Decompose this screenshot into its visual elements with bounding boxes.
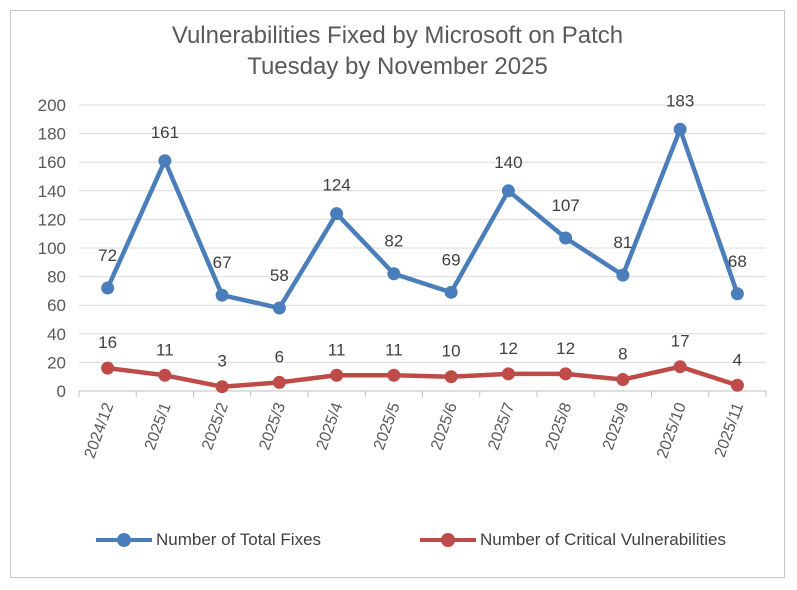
data-point (501, 367, 515, 381)
data-label: 11 (156, 340, 174, 359)
data-point (501, 184, 515, 198)
legend-item-total-fixes: Number of Total Fixes (96, 530, 321, 550)
data-point (215, 380, 229, 394)
data-label: 12 (556, 339, 575, 358)
chart-title: Vulnerabilities Fixed by Microsoft on Pa… (10, 20, 785, 82)
y-tick-label: 60 (47, 296, 66, 315)
series-line (107, 364, 739, 389)
legend-swatch-critical-vulnerabilities (420, 530, 476, 550)
data-point (330, 368, 344, 382)
data-label: 67 (213, 253, 232, 272)
data-point (272, 301, 286, 315)
data-label: 68 (728, 252, 747, 271)
data-label: 107 (551, 196, 579, 215)
data-label: 8 (618, 345, 627, 364)
legend-swatch-total-fixes (96, 530, 152, 550)
data-label: 161 (151, 123, 179, 142)
y-tick-label: 160 (38, 153, 66, 172)
data-point (158, 368, 172, 382)
data-label: 72 (98, 246, 117, 265)
x-tick-label: 2025/2 (199, 400, 232, 452)
x-tick-label: 2025/11 (712, 400, 747, 459)
x-tick-label: 2025/7 (485, 400, 518, 452)
x-tick-label: 2024/12 (82, 400, 118, 460)
x-tick-label: 2025/9 (600, 400, 633, 452)
data-point (101, 361, 115, 375)
data-point (730, 378, 744, 392)
data-label: 6 (275, 347, 284, 366)
data-label: 12 (499, 339, 518, 358)
data-label: 16 (98, 333, 117, 352)
legend-label-critical-vulnerabilities: Number of Critical Vulnerabilities (480, 530, 726, 549)
data-point (330, 207, 344, 221)
y-tick-label: 40 (47, 325, 66, 344)
data-point (673, 122, 687, 136)
data-point (101, 281, 115, 295)
y-tick-label: 100 (38, 239, 66, 258)
x-tick-label: 2025/5 (371, 400, 404, 452)
data-point (272, 375, 286, 389)
data-label: 140 (494, 153, 522, 172)
data-point (444, 370, 458, 384)
data-label: 82 (384, 232, 403, 251)
data-label: 69 (442, 250, 461, 269)
y-tick-label: 180 (38, 125, 66, 144)
x-tick-label: 2025/10 (654, 400, 690, 460)
x-tick-label: 2025/1 (142, 400, 175, 452)
y-tick-label: 0 (57, 382, 66, 401)
data-point (616, 373, 630, 387)
data-point (215, 288, 229, 302)
data-label: 3 (217, 352, 226, 371)
legend-item-critical-vulnerabilities: Number of Critical Vulnerabilities (420, 530, 726, 550)
x-tick-label: 2025/8 (543, 400, 576, 452)
data-label: 11 (328, 340, 346, 359)
y-tick-label: 200 (38, 96, 66, 115)
x-tick-label: 2025/3 (256, 400, 289, 452)
data-point (387, 368, 401, 382)
x-tick-label: 2025/4 (314, 400, 347, 452)
y-tick-label: 80 (47, 268, 66, 287)
data-point (730, 287, 744, 301)
data-label: 11 (385, 340, 403, 359)
data-point (559, 231, 573, 245)
data-point (616, 268, 630, 282)
data-label: 10 (442, 342, 461, 361)
data-label: 183 (666, 91, 694, 110)
data-point (444, 285, 458, 299)
data-label: 124 (322, 176, 350, 195)
legend: Number of Total Fixes Number of Critical… (0, 530, 797, 554)
y-tick-label: 120 (38, 210, 66, 229)
chart-title-line-2: Tuesday by November 2025 (247, 53, 548, 80)
data-label: 17 (671, 332, 690, 351)
data-point (559, 367, 573, 381)
data-point (158, 154, 172, 168)
legend-label-total-fixes: Number of Total Fixes (156, 530, 322, 549)
data-point (387, 267, 401, 281)
y-tick-label: 20 (47, 353, 66, 372)
data-label: 58 (270, 266, 289, 285)
chart-title-line-1: Vulnerabilities Fixed by Microsoft on Pa… (171, 22, 624, 49)
x-tick-label: 2025/6 (428, 400, 461, 452)
data-label: 81 (613, 233, 632, 252)
y-tick-label: 140 (38, 182, 66, 201)
data-point (673, 360, 687, 374)
series-line (105, 127, 740, 311)
data-label: 4 (733, 350, 742, 369)
